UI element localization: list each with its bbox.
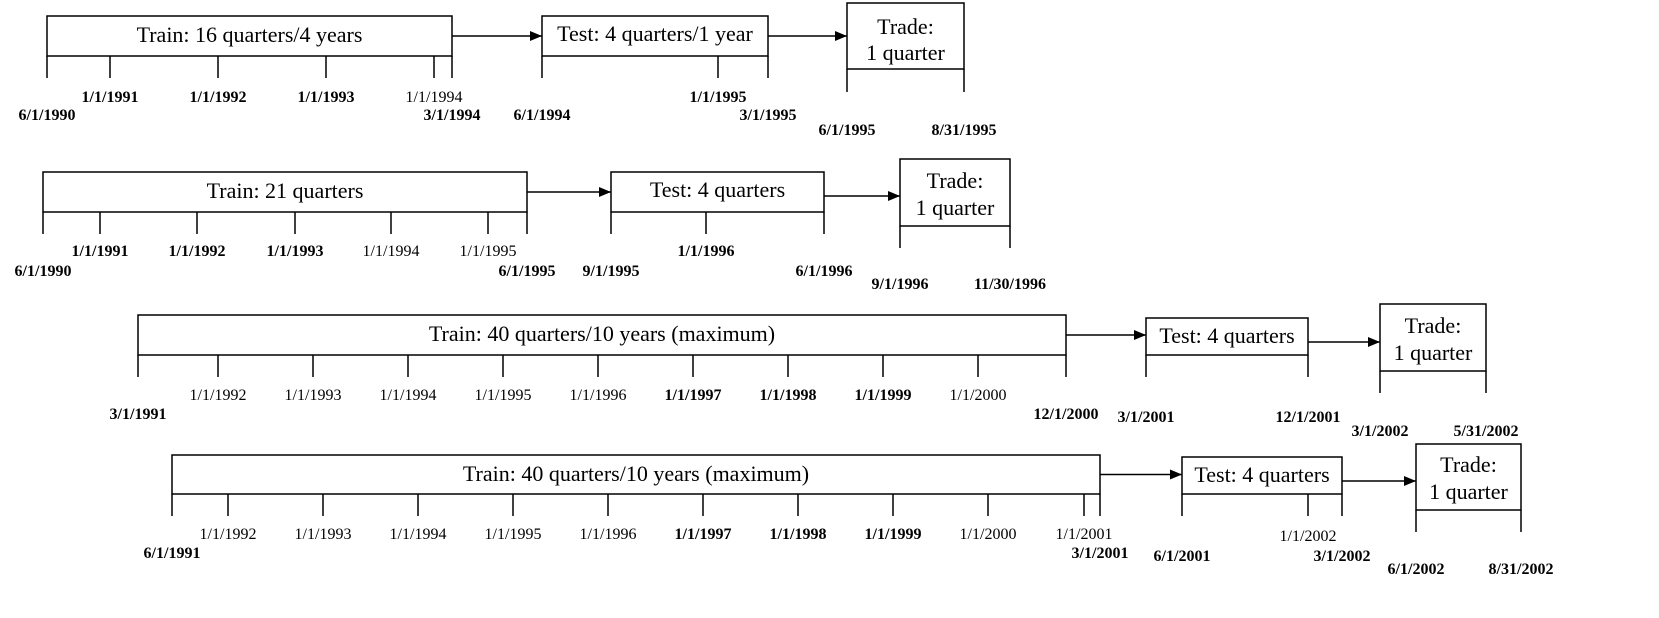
train-date-label: 1/1/1992: [200, 526, 257, 543]
train-date-label: 1/1/1998: [770, 526, 827, 543]
train-date-label: 1/1/1995: [475, 387, 532, 404]
train-date-label: 6/1/1990: [15, 263, 72, 280]
train-label: Train: 40 quarters/10 years (maximum): [463, 461, 809, 486]
train-date-label: 3/1/1994: [424, 107, 481, 124]
test-label: Test: 4 quarters: [1159, 323, 1294, 348]
trade-label-line1: Trade:: [927, 168, 984, 193]
train-date-label: 1/1/1992: [190, 387, 247, 404]
train-date-label: 1/1/1993: [295, 526, 352, 543]
trade-date-label: 3/1/2002: [1352, 423, 1409, 440]
train-date-label: 1/1/1999: [855, 387, 912, 404]
test-date-label: 6/1/2001: [1154, 548, 1211, 565]
test-date-label: 3/1/1995: [740, 107, 797, 124]
test-box: [541, 15, 769, 57]
train-date-label: 1/1/2001: [1056, 526, 1113, 543]
train-date-label: 3/1/2001: [1072, 545, 1129, 562]
trade-box: [899, 158, 1011, 227]
train-date-label: 6/1/1995: [499, 263, 556, 280]
train-date-label: 1/1/1999: [865, 526, 922, 543]
train-label: Train: 40 quarters/10 years (maximum): [429, 321, 775, 346]
trade-date-label: 6/1/1995: [819, 122, 876, 139]
test-date-label: 9/1/1995: [583, 263, 640, 280]
train-label: Train: 21 quarters: [207, 178, 364, 203]
train-date-label: 1/1/1998: [760, 387, 817, 404]
train-date-label: 1/1/1992: [190, 89, 247, 106]
train-date-label: 1/1/1991: [72, 243, 129, 260]
train-box: [46, 15, 453, 57]
test-date-label: 1/1/2002: [1280, 528, 1337, 545]
train-date-label: 1/1/1995: [460, 243, 517, 260]
test-date-label: 3/1/2002: [1314, 548, 1371, 565]
train-date-label: 1/1/1993: [267, 243, 324, 260]
train-date-label: 1/1/1997: [675, 526, 732, 543]
train-date-label: 1/1/1991: [82, 89, 139, 106]
trade-box: [1379, 303, 1487, 372]
trade-date-label: 5/31/2002: [1454, 423, 1519, 440]
trade-date-label: 8/31/1995: [932, 122, 997, 139]
test-label: Test: 4 quarters: [1194, 462, 1329, 487]
train-date-label: 1/1/2000: [950, 387, 1007, 404]
train-date-label: 6/1/1990: [19, 107, 76, 124]
train-date-label: 1/1/1996: [570, 387, 627, 404]
test-date-label: 1/1/1996: [678, 243, 735, 260]
train-date-label: 1/1/1994: [390, 526, 447, 543]
test-label: Test: 4 quarters: [650, 177, 785, 202]
trade-label-line2: 1 quarter: [916, 195, 995, 220]
trade-date-label: 8/31/2002: [1489, 561, 1554, 578]
train-date-label: 1/1/1993: [298, 89, 355, 106]
trade-label-line1: Trade:: [1440, 452, 1497, 477]
train-date-label: 1/1/1994: [380, 387, 437, 404]
train-date-label: 3/1/1991: [110, 406, 167, 423]
test-box: [610, 171, 825, 213]
train-date-label: 1/1/1994: [406, 89, 463, 106]
test-box: [1145, 317, 1309, 356]
train-date-label: 1/1/1995: [485, 526, 542, 543]
timeline-row-4: Train: 40 quarters/10 years (maximum) 6/1…: [144, 443, 1554, 578]
train-box: [42, 171, 528, 213]
train-date-label: 6/1/1991: [144, 545, 201, 562]
train-date-label: 1/1/1993: [285, 387, 342, 404]
trade-date-label: 11/30/1996: [974, 276, 1046, 293]
trade-date-label: 6/1/2002: [1388, 561, 1445, 578]
test-date-label: 6/1/1996: [796, 263, 853, 280]
trade-date-label: 9/1/1996: [872, 276, 929, 293]
timeline-row-1: Train: 16 quarters/4 years 6/1/1990 1/1/19…: [19, 2, 997, 139]
train-date-label: 1/1/1992: [169, 243, 226, 260]
timeline-row-3: Train: 40 quarters/10 years (maximum) 3/1…: [110, 303, 1519, 440]
train-date-label: 1/1/1996: [580, 526, 637, 543]
train-label: Train: 16 quarters/4 years: [137, 22, 363, 47]
test-date-label: 1/1/1995: [690, 89, 747, 106]
trade-label-line1: Trade:: [877, 14, 934, 39]
test-label: Test: 4 quarters/1 year: [557, 21, 753, 46]
trade-label-line2: 1 quarter: [1394, 340, 1473, 365]
trade-label-line2: 1 quarter: [866, 40, 945, 65]
test-date-label: 3/1/2001: [1118, 409, 1175, 426]
test-date-label: 12/1/2001: [1276, 409, 1341, 426]
trade-label-line2: 1 quarter: [1429, 479, 1508, 504]
test-box: [1181, 456, 1343, 495]
train-box: [137, 314, 1067, 356]
trade-box: [846, 2, 965, 70]
test-date-label: 6/1/1994: [514, 107, 571, 124]
trade-box: [1415, 443, 1522, 511]
train-date-label: 12/1/2000: [1034, 406, 1099, 423]
trade-label-line1: Trade:: [1405, 313, 1462, 338]
train-date-label: 1/1/2000: [960, 526, 1017, 543]
train-date-label: 1/1/1997: [665, 387, 722, 404]
train-box: [171, 454, 1101, 495]
train-date-label: 1/1/1994: [363, 243, 420, 260]
